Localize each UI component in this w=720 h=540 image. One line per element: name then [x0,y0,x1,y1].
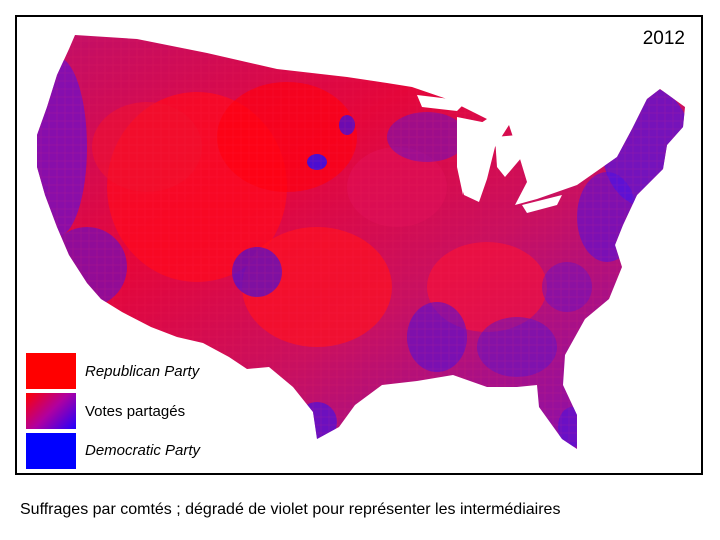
lake-huron [495,135,522,177]
legend-label-republican: Republican Party [85,363,200,380]
map-frame: 2012 Republican Party Votes partagés Dem… [15,15,703,475]
legend-swatch-democratic [26,433,76,469]
year-label: 2012 [642,28,685,49]
legend-swatch-republican [26,353,76,389]
legend-label-democratic: Democratic Party [85,442,201,459]
legend-label-mixed: Votes partagés [85,403,186,420]
lake-superior [417,95,467,111]
lake-michigan [457,117,487,195]
legend-swatch-mixed [26,393,76,429]
us-county-map [37,35,685,449]
lake-erie [522,195,562,213]
map-caption: Suffrages par comtés ; dégradé de violet… [20,501,561,518]
